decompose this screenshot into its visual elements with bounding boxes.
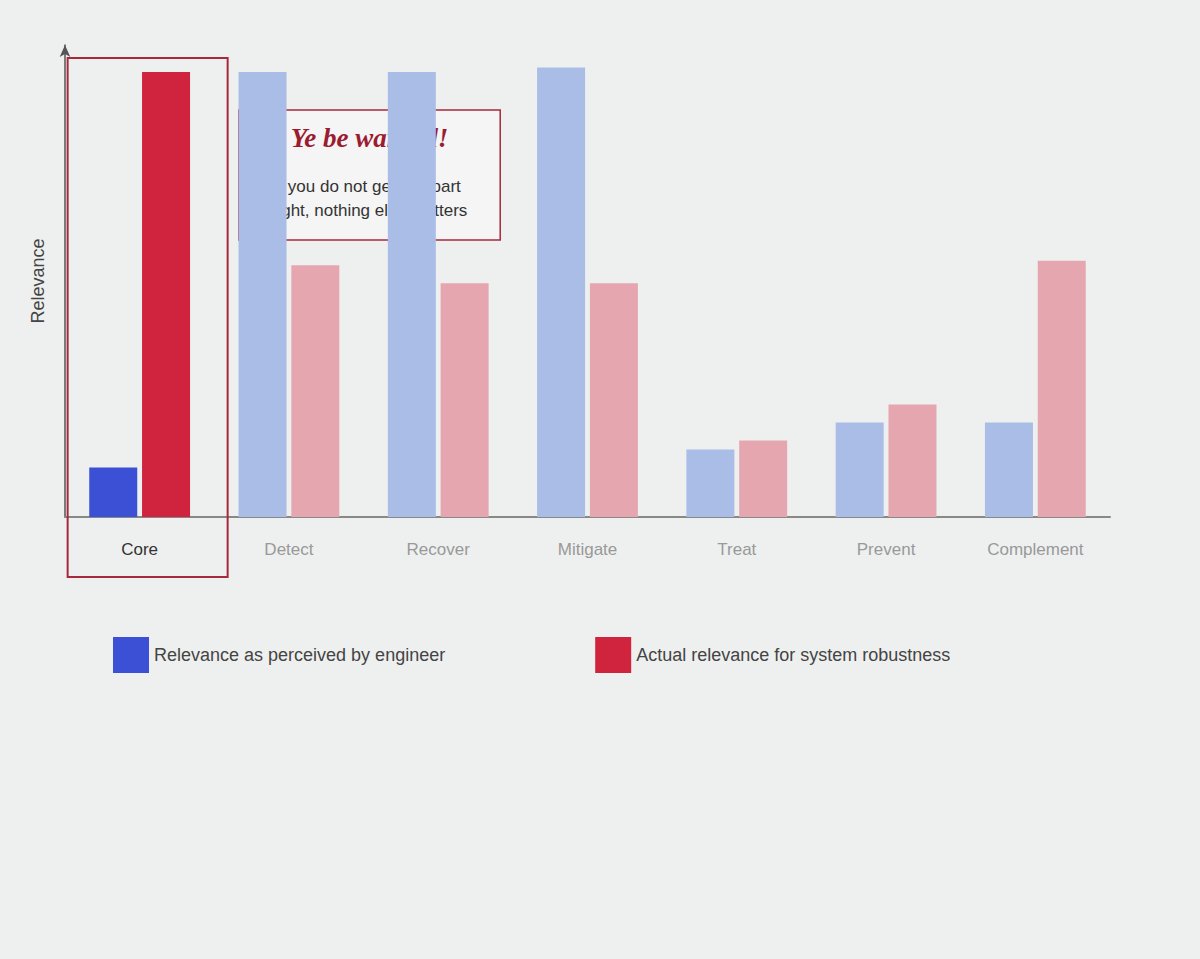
svg-text:Ye be warned!: Ye be warned! [290,122,449,153]
svg-text:If you do not get this part: If you do not get this part [274,177,466,196]
svg-text:Complement: Complement [987,540,1084,559]
svg-text:Recover: Recover [407,540,471,559]
svg-text:Prevent: Prevent [857,540,916,559]
svg-text:Relevance: Relevance [28,238,48,323]
svg-text:Core: Core [121,540,158,559]
svg-text:Actual relevance for system ro: Actual relevance for system robustness [636,645,950,665]
svg-text:right, nothing else matters: right, nothing else matters [272,201,468,220]
svg-text:Relevance as perceived by engi: Relevance as perceived by engineer [154,645,445,665]
svg-text:Detect: Detect [264,540,313,559]
svg-text:Treat: Treat [717,540,756,559]
svg-text:Mitigate: Mitigate [558,540,618,559]
